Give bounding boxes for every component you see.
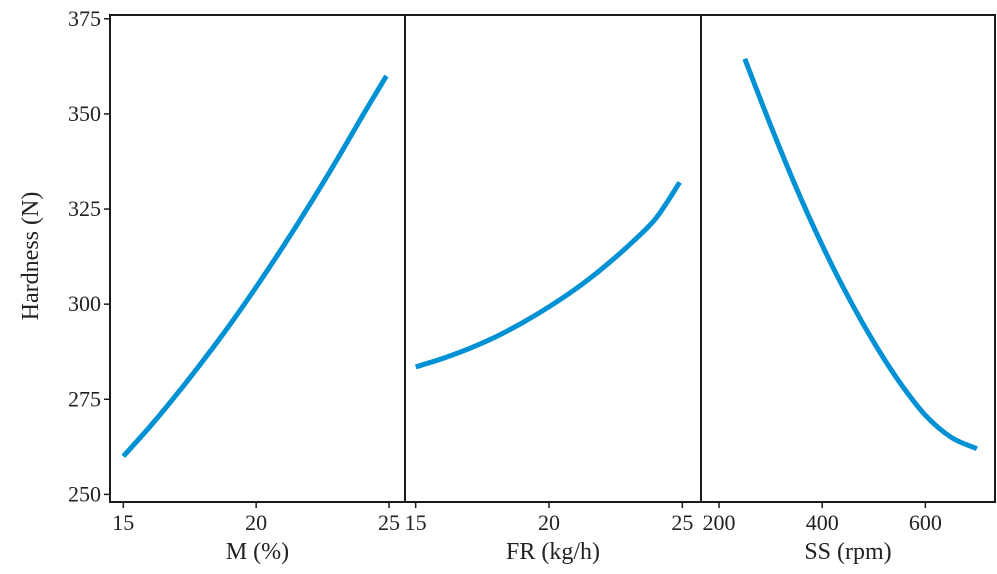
x-axis-title-p1: M (%)	[226, 539, 289, 565]
x-tick-label-p3-1: 400	[806, 510, 839, 535]
x-tick-label-p3-0: 200	[703, 510, 736, 535]
panel-frame-3	[700, 14, 996, 503]
y-tick-label-4: 350	[68, 101, 101, 126]
series-line-p2	[414, 181, 682, 370]
y-axis-title: Hardness (N)	[18, 192, 44, 321]
x-tick-label-p1-0: 15	[112, 510, 134, 535]
panels-group: 250 275 300 325 350 375 15 20 25 M (%) 15 20 25 FR (k…	[68, 6, 996, 565]
x-tick-label-p1-1: 20	[245, 510, 267, 535]
x-axis-title-p3: SS (rpm)	[804, 539, 891, 565]
x-tick-label-p2-1: 20	[538, 510, 560, 535]
panel-2: 15 20 25 FR (kg/h)	[404, 14, 702, 565]
x-tick-label-p1-2: 25	[378, 510, 400, 535]
panel-1: 15 20 25 M (%)	[109, 14, 406, 565]
y-tick-label-3: 325	[68, 196, 101, 221]
y-tick-label-5: 375	[68, 6, 101, 31]
x-tick-label-p2-0: 15	[405, 510, 427, 535]
y-tick-label-0: 250	[68, 481, 101, 506]
series-line-p3	[742, 57, 978, 452]
x-tick-label-p2-2: 25	[671, 510, 693, 535]
x-tick-label-p3-2: 600	[909, 510, 942, 535]
panel-3: 200 400 600 SS (rpm)	[700, 14, 996, 565]
panel-frame-1	[109, 14, 406, 503]
panel-frame-2	[404, 14, 702, 503]
series-line-p1	[121, 74, 389, 458]
x-axis-title-p2: FR (kg/h)	[506, 539, 600, 565]
y-tick-label-2: 300	[68, 291, 101, 316]
y-tick-label-1: 275	[68, 386, 101, 411]
